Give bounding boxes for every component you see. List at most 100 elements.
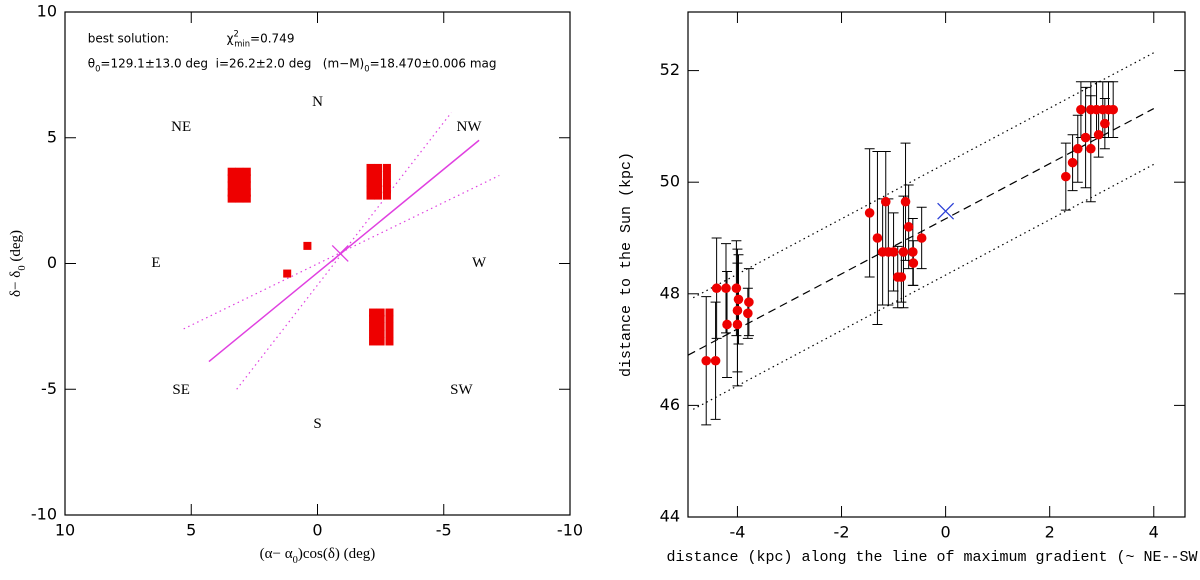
y-tick-label: -10: [31, 505, 57, 524]
y-tick-label: 50: [660, 172, 680, 191]
x-axis-label: distance (kpc) along the line of maximum…: [666, 549, 1200, 566]
data-point: [721, 283, 731, 294]
y-tick-label: 0: [47, 253, 57, 272]
field-marker: [369, 308, 378, 317]
field-marker: [227, 174, 236, 183]
field-marker: [227, 188, 236, 197]
data-point: [1067, 157, 1078, 168]
field-marker: [366, 163, 375, 172]
y-axis-label-part: δ− δ: [8, 271, 24, 297]
x-tick-label: 2: [1045, 523, 1055, 542]
center-cross: [937, 202, 955, 220]
field-marker: [374, 179, 383, 188]
y-tick-label: 10: [37, 2, 57, 21]
data-point: [743, 308, 753, 319]
direction-label: NW: [457, 119, 483, 135]
direction-label: W: [472, 255, 487, 271]
direction-label: S: [313, 416, 321, 432]
x-axis-label: (α− α0)cos(δ) (deg): [260, 546, 376, 565]
data-point: [1086, 143, 1096, 154]
data-point: [916, 233, 927, 243]
annotation-part: χ: [227, 31, 234, 45]
field-marker: [382, 179, 391, 188]
field-marker: [242, 167, 251, 176]
data-point: [888, 247, 899, 257]
field-marker: [303, 241, 312, 250]
y-tick-label: 52: [660, 60, 680, 79]
field-marker: [369, 322, 378, 331]
x-tick-label: -5: [436, 521, 452, 540]
y-axis-label-part: 0: [17, 265, 28, 270]
field-marker: [366, 191, 375, 200]
field-marker: [382, 185, 391, 194]
direction-label: E: [151, 255, 160, 271]
model-line: [692, 52, 1155, 299]
field-marker: [385, 329, 394, 338]
annotation-part: =129.1±13.0 deg i=26.2±2.0 deg (m−M): [100, 56, 364, 70]
data-point: [732, 319, 743, 330]
annotation-part: =18.470±0.006 mag: [370, 56, 497, 70]
model-line: [692, 163, 1155, 410]
field-marker: [235, 194, 244, 203]
annotation-part: 2: [234, 28, 239, 38]
field-marker: [227, 194, 236, 203]
data-point: [903, 222, 914, 232]
data-point: [711, 283, 722, 294]
annotation-part: min: [234, 38, 250, 48]
x-axis-label-part: 0: [293, 555, 298, 566]
annotation-part: best solution:: [88, 31, 169, 45]
data-point: [701, 355, 712, 366]
y-axis-label-part: (deg): [8, 230, 24, 265]
field-marker: [366, 179, 375, 188]
data-point: [900, 196, 911, 207]
x-tick-label: 0: [941, 523, 951, 542]
field-marker: [385, 314, 394, 323]
data-point: [896, 272, 907, 282]
field-marker: [227, 167, 236, 176]
data-point: [1093, 129, 1104, 140]
field-marker: [382, 171, 391, 180]
y-axis-label: distance to the Sun (kpc): [618, 152, 635, 377]
data-point: [733, 294, 744, 305]
field-marker: [376, 322, 385, 331]
plot-frame: [64, 11, 571, 516]
data-point: [1072, 143, 1083, 154]
y-tick-label: -5: [41, 379, 57, 398]
direction-label: NE: [171, 119, 191, 135]
annotation-part: =0.749: [250, 31, 294, 45]
y-tick-label: 46: [660, 395, 680, 414]
field-marker: [369, 314, 378, 323]
x-tick-label: 10: [55, 521, 75, 540]
direction-label: N: [312, 94, 323, 110]
field-marker: [376, 329, 385, 338]
field-marker: [366, 185, 375, 194]
field-marker: [374, 185, 383, 194]
x-tick-label: 4: [1149, 523, 1159, 542]
data-point: [908, 247, 918, 257]
field-marker: [235, 181, 244, 190]
field-marker: [376, 308, 385, 317]
field-marker: [283, 269, 292, 278]
data-point: [731, 283, 742, 294]
x-axis-label-part: distance (kpc) along the line of maximum…: [666, 549, 1200, 566]
data-point: [1108, 104, 1118, 115]
data-point: [872, 233, 883, 243]
x-tick-label: -10: [557, 521, 583, 540]
field-marker: [376, 314, 385, 323]
annotation-part: 0: [95, 63, 100, 73]
data-point: [1100, 118, 1110, 129]
annotation: χ2 min=0.749: [227, 28, 295, 48]
field-marker: [235, 174, 244, 183]
field-marker: [374, 191, 383, 200]
field-marker: [385, 337, 394, 346]
data-point: [1080, 132, 1091, 143]
direction-label: SE: [172, 382, 190, 398]
data-point: [732, 305, 743, 316]
field-marker: [227, 181, 236, 190]
y-tick-label: 44: [660, 507, 680, 526]
model-line: [687, 108, 1155, 356]
y-axis-label: δ− δ0 (deg): [8, 230, 27, 297]
field-marker: [382, 191, 391, 200]
model-line: [236, 112, 452, 390]
